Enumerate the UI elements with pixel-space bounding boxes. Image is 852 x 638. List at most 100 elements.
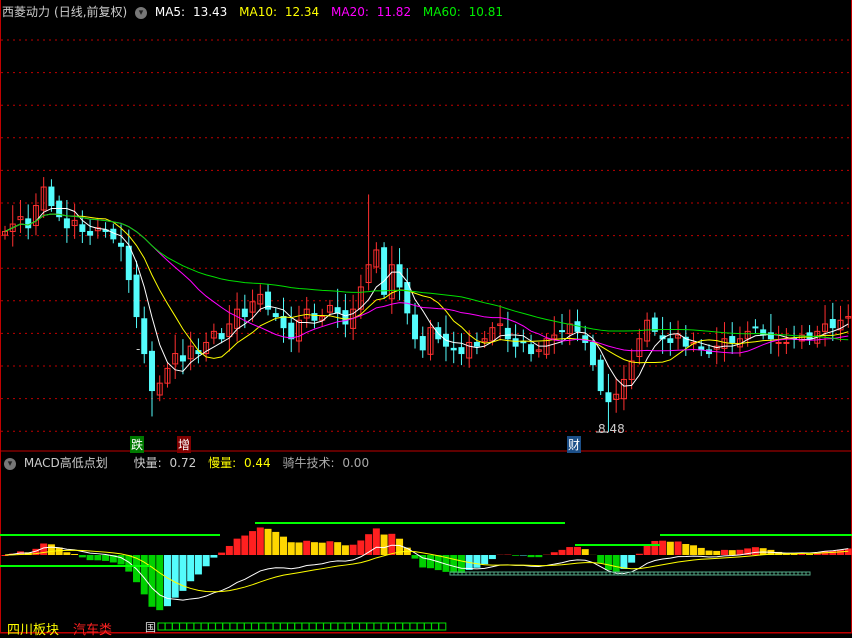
candle-body — [698, 346, 705, 351]
industry-label: 汽车类 — [73, 623, 113, 638]
candle-body — [25, 218, 32, 229]
signal-tick — [781, 571, 787, 576]
candle-body — [311, 313, 318, 321]
macd-histogram-bar — [280, 536, 288, 555]
candle-body — [589, 341, 596, 366]
macd-histogram-bar — [233, 538, 241, 555]
ma20-value: 11.82 — [376, 5, 412, 19]
macd-histogram-bar — [682, 543, 690, 555]
macd-histogram-bar — [581, 549, 589, 555]
candle-body — [721, 338, 728, 349]
ma60-label: MA60: — [422, 5, 461, 19]
signal-tick — [677, 571, 683, 576]
signal-tick — [633, 571, 639, 576]
macd-histogram-bar — [411, 555, 419, 559]
macd-histogram-bar — [40, 543, 48, 555]
macd-histogram-bar — [357, 540, 365, 555]
signal-tick — [465, 571, 471, 576]
signal-box — [222, 622, 231, 631]
dash-mark: - — [136, 342, 141, 356]
ma20-label: MA20: — [331, 5, 369, 19]
signal-tick — [645, 571, 651, 576]
candle-body — [675, 334, 682, 339]
candle-body — [148, 350, 155, 392]
signal-tick — [541, 571, 547, 576]
candle-body — [504, 327, 511, 340]
candle-body — [388, 264, 395, 300]
candle-body — [744, 330, 751, 340]
fast-label: 快量: — [133, 456, 162, 470]
candle-body — [17, 216, 24, 221]
macd-histogram-bar — [751, 547, 759, 555]
macd-histogram-bar — [806, 553, 814, 555]
chevron-down-icon[interactable]: ▾ — [4, 457, 16, 470]
candle-body — [450, 347, 457, 351]
signal-box — [359, 622, 368, 631]
signal-box — [287, 622, 296, 631]
candle-body — [118, 242, 125, 247]
candle-body — [32, 205, 39, 227]
candle-body — [288, 322, 295, 340]
macd-histogram-bar — [419, 555, 427, 568]
signal-box — [416, 622, 425, 631]
candle-body — [559, 330, 566, 333]
macd-histogram-bar — [566, 547, 574, 555]
signal-tick — [573, 571, 579, 576]
signal-box — [193, 622, 202, 631]
signal-box — [179, 622, 188, 631]
macd-histogram-bar — [94, 555, 102, 561]
macd-histogram-bar — [71, 553, 79, 555]
signal-box — [186, 622, 195, 631]
macd-histogram-bar — [481, 555, 489, 565]
price-header: 西菱动力 (日线,前复权) ▾ MA5: 13.43 MA10: 12.34 MA… — [2, 3, 511, 20]
signal-box — [366, 622, 375, 631]
signal-tick — [745, 571, 751, 576]
macd-histogram-bar — [163, 555, 171, 607]
signal-box — [294, 622, 303, 631]
candle-body — [535, 349, 542, 352]
signal-tick — [769, 571, 775, 576]
macd-histogram-bar — [287, 542, 295, 555]
signal-tick — [525, 571, 531, 576]
macd-histogram-bar — [728, 550, 736, 555]
signal-tick — [557, 571, 563, 576]
candle-body — [651, 317, 658, 332]
candle-body — [265, 291, 272, 310]
signal-tick — [777, 571, 783, 576]
ma10-value: 12.34 — [284, 5, 320, 19]
signal-tick — [449, 571, 455, 576]
candle-body — [295, 319, 302, 342]
signal-box — [251, 622, 260, 631]
signal-tick — [625, 571, 631, 576]
indicator-header: ▾ MACD高低点划 快量: 0.72 慢量: 0.44 骑牛技术: 0.00 — [4, 454, 377, 471]
signal-box — [373, 622, 382, 631]
candle-body — [241, 308, 248, 318]
macd-histogram-bar — [396, 538, 404, 555]
signal-tick — [721, 571, 727, 576]
macd-histogram-bar — [24, 552, 32, 555]
candle-body — [528, 344, 535, 355]
signal-tick — [561, 571, 567, 576]
ma60-line — [4, 213, 849, 341]
chevron-down-icon[interactable]: ▾ — [135, 6, 148, 19]
candle-body — [520, 341, 527, 344]
macd-histogram-bar — [310, 542, 318, 555]
box-char: 国 — [145, 621, 156, 634]
signal-tick — [605, 571, 611, 576]
candle-body — [303, 308, 310, 319]
candle-body — [783, 341, 790, 344]
indicator-name[interactable]: MACD高低点划 — [23, 456, 108, 470]
macd-histogram-bar — [844, 548, 852, 555]
macd-histogram-bar — [187, 555, 195, 582]
candle-body — [512, 338, 519, 347]
candle-body — [156, 382, 163, 396]
macd-histogram-bar — [341, 545, 349, 555]
macd-histogram-bar — [272, 531, 280, 555]
signal-tick — [773, 571, 779, 576]
signal-tick — [733, 571, 739, 576]
signal-tick — [597, 571, 603, 576]
candle-body — [489, 327, 496, 342]
signal-tick — [729, 571, 735, 576]
macd-histogram-bar — [713, 550, 721, 555]
